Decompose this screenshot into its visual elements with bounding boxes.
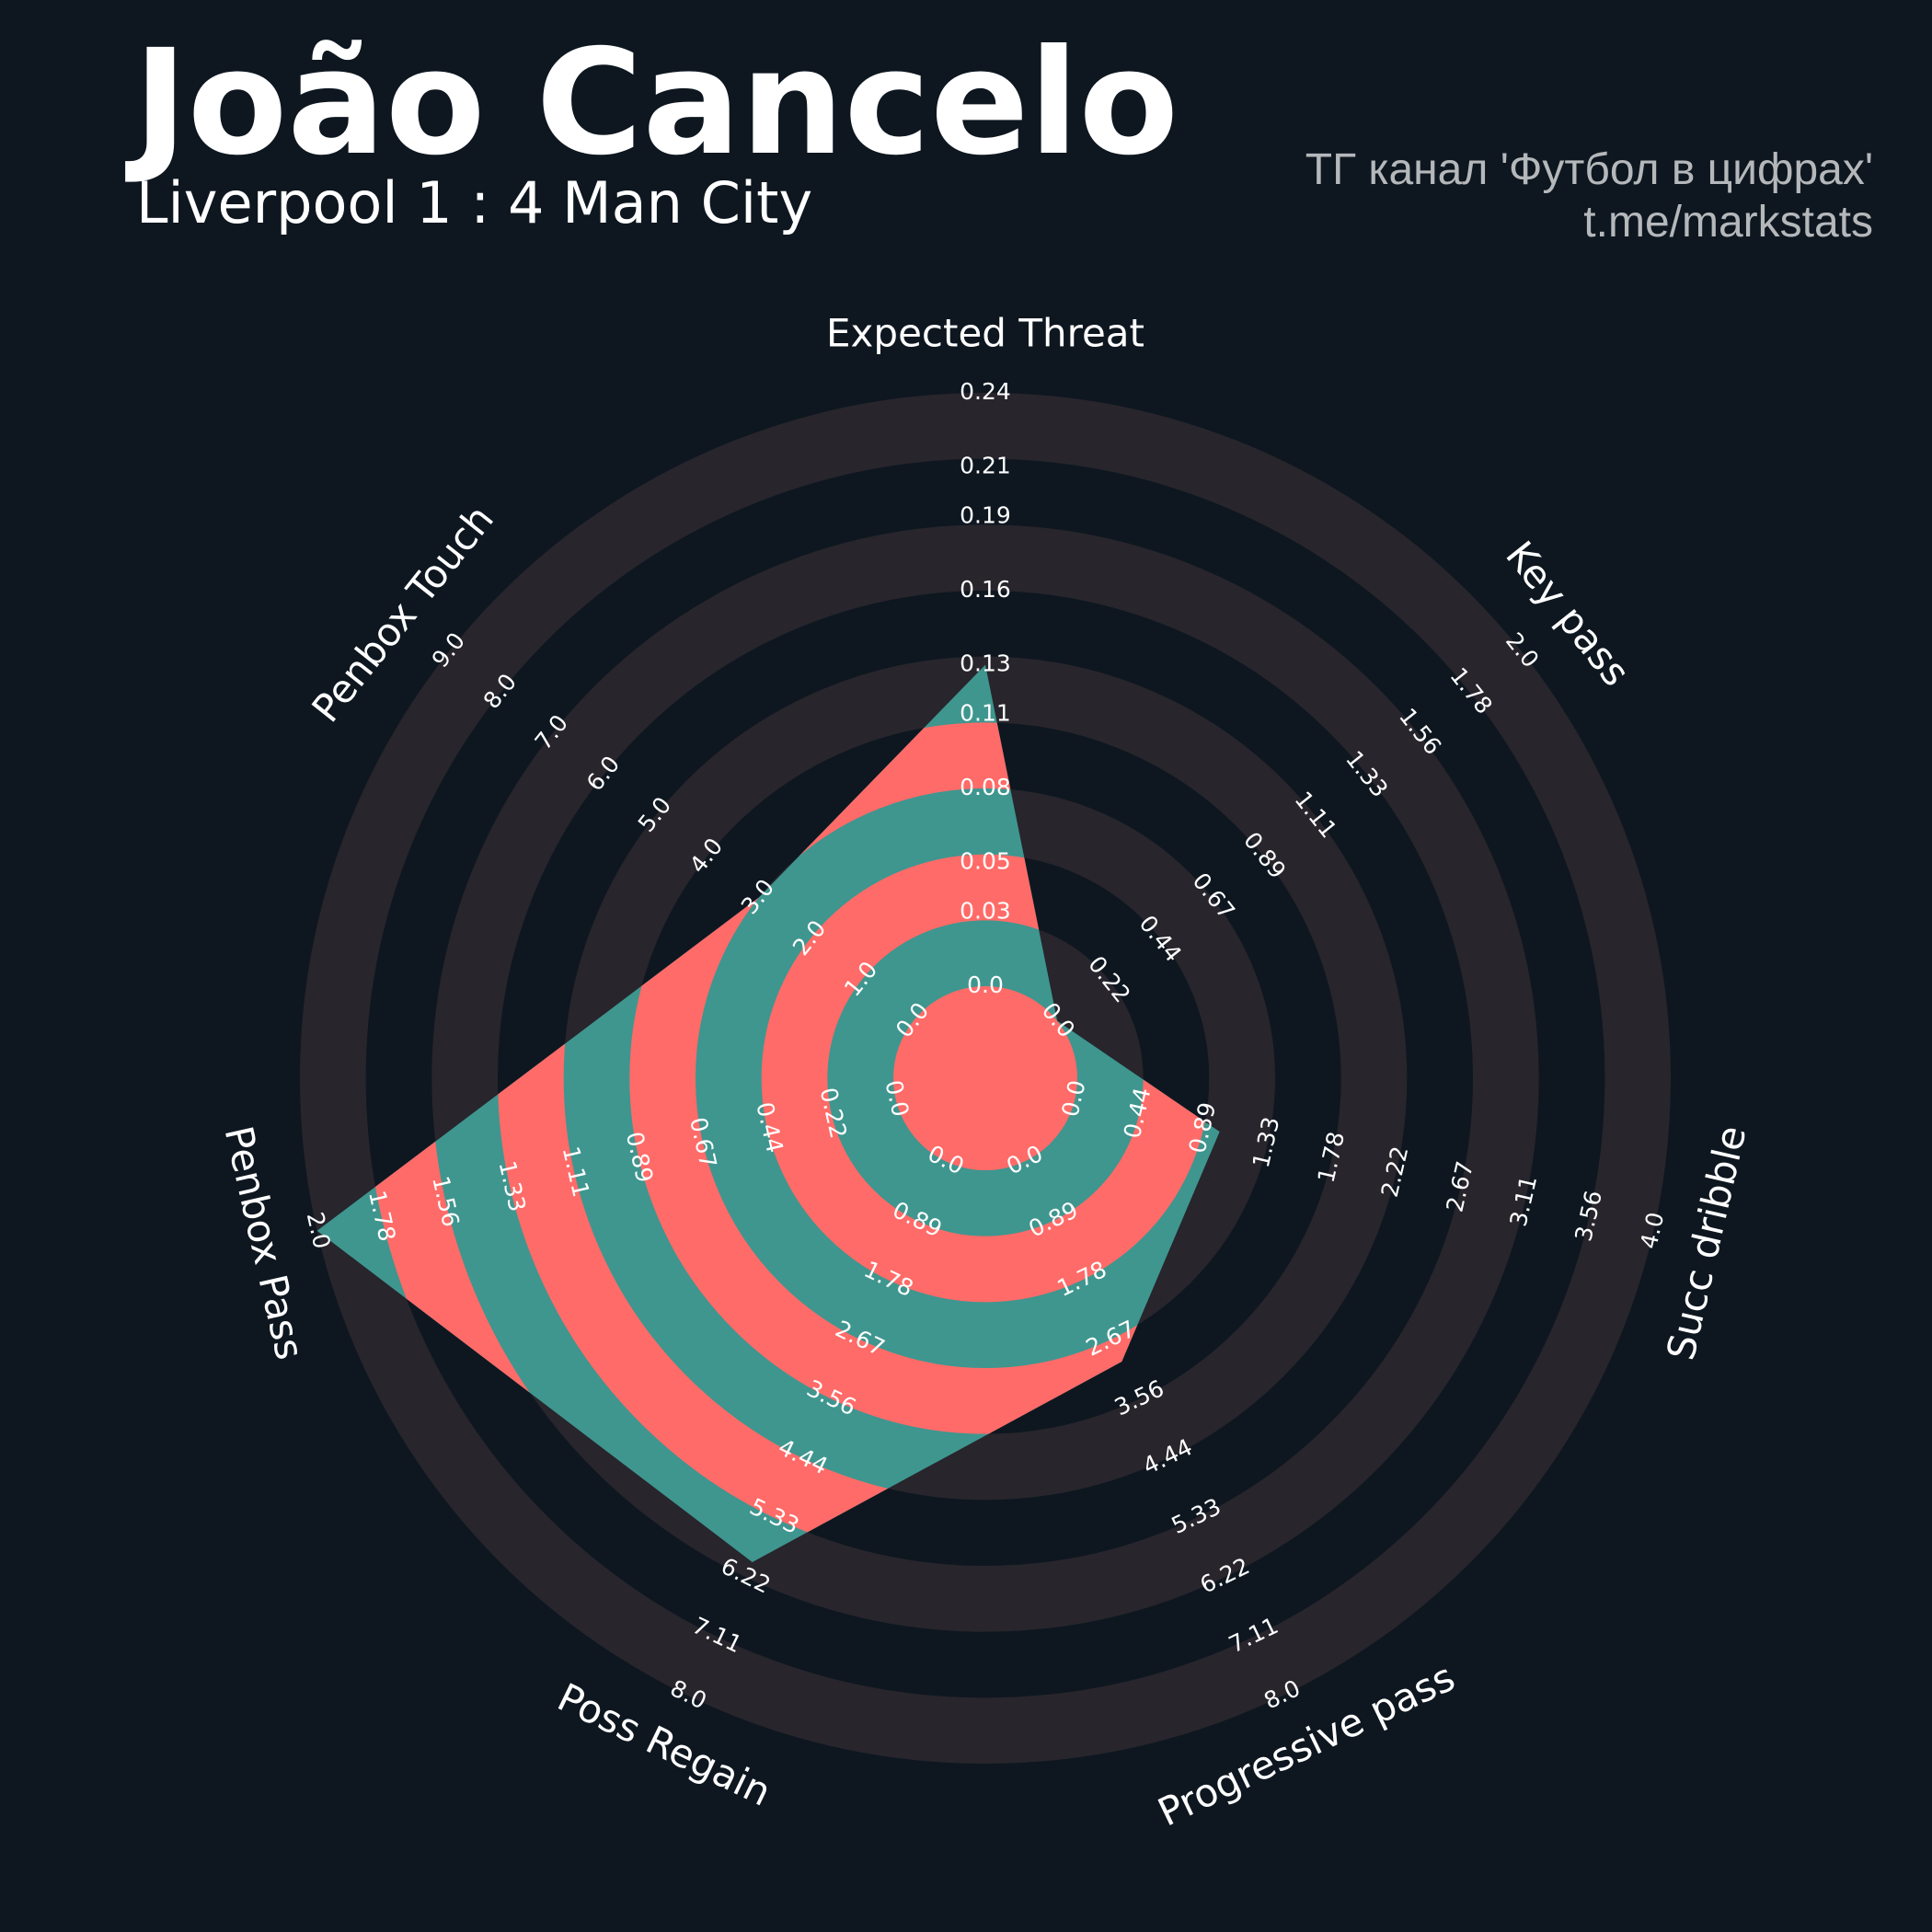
credit: ТГ канал 'Футбол в цифрах' — [1305, 145, 1873, 194]
tick-label: 0.24 — [960, 378, 1011, 405]
ring — [299, 392, 1672, 1765]
inner-ring — [629, 722, 1220, 1434]
chart-title: João Cancelo — [125, 18, 1179, 188]
tick-label: 0.21 — [960, 453, 1011, 479]
tick-label: 0.08 — [960, 774, 1011, 800]
tick-label: 0.13 — [960, 650, 1011, 677]
tick-label: 0.0 — [967, 972, 1004, 998]
tick-label: 0.16 — [960, 576, 1011, 603]
ring — [431, 524, 1539, 1632]
chart-subtitle: Liverpool 1 : 4 Man City — [136, 169, 812, 236]
credit: t.me/markstats — [1583, 198, 1873, 247]
tick-label: 0.19 — [960, 501, 1011, 528]
tick-label: 0.03 — [960, 897, 1011, 924]
axis-label: Expected Threat — [826, 311, 1144, 356]
tick-label: 0.11 — [960, 699, 1011, 726]
inner-ring — [893, 986, 1077, 1170]
tick-label: 0.05 — [960, 848, 1011, 875]
